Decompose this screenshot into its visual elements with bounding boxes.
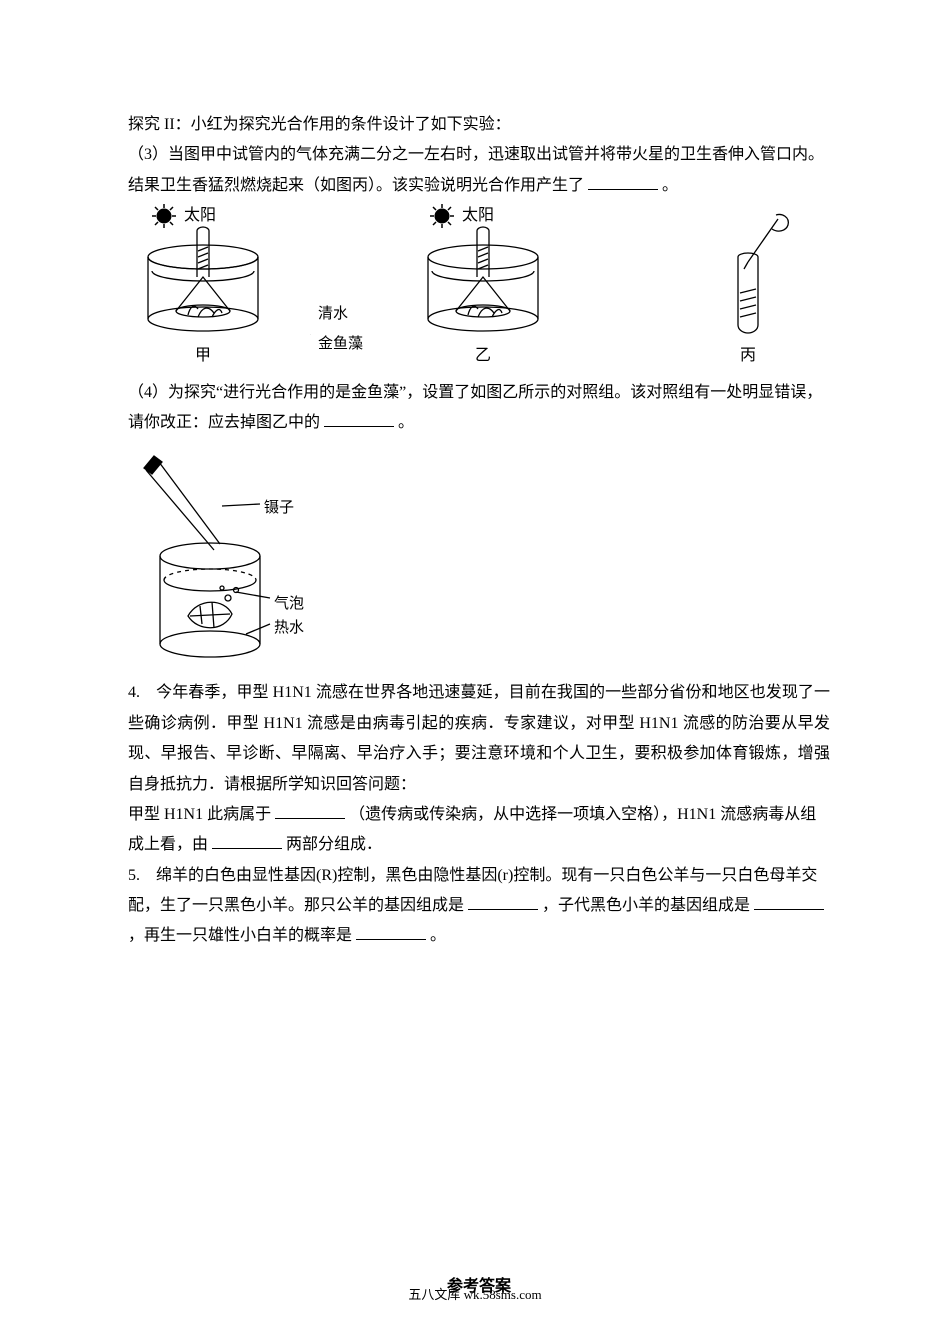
experiment-bing: 丙 <box>698 207 798 371</box>
sun-jia-label: 太阳 <box>184 201 216 231</box>
q5-blank1 <box>468 892 538 910</box>
q4-blank2 <box>212 832 282 850</box>
side-label-block: 清水 金鱼藻 <box>318 242 368 372</box>
q4sub-a: （4）为探究“进行光合作用的是金鱼藻”，设置了如图乙所示的对照组。该对照组有一处… <box>128 384 822 431</box>
q5-blank3 <box>356 923 426 941</box>
label-tweezers: 镊子 <box>264 494 294 523</box>
q4sub-blank <box>324 409 394 427</box>
page: 探究 II：小红为探究光合作用的条件设计了如下实验： （3）当图甲中试管内的气体… <box>0 0 950 1344</box>
q4-b1: 甲型 H1N1 此病属于 <box>128 806 271 823</box>
sun-icon <box>152 204 180 228</box>
q3-text-b: 。 <box>662 177 678 194</box>
pointer-lines-icon <box>310 242 360 372</box>
q5-b: ，子代黑色小羊的基因组成是 <box>542 897 750 914</box>
caption-yi: 乙 <box>475 341 491 371</box>
sun-icon <box>430 204 458 228</box>
sun-jia: 太阳 <box>152 201 216 231</box>
question-5: 5. 绵羊的白色由显性基因(R)控制，黑色由隐性基因(r)控制。现有一只白色公羊… <box>128 861 830 952</box>
q3-text-a: （3）当图甲中试管内的气体充满二分之一左右时，迅速取出试管并将带火星的卫生香伸入… <box>128 146 824 193</box>
test-tube-bing-icon <box>698 207 798 337</box>
caption-jia: 甲 <box>195 341 211 371</box>
caption-bing: 丙 <box>740 341 756 371</box>
q5-blank2 <box>754 892 824 910</box>
sun-yi: 太阳 <box>430 201 494 231</box>
experiment-yi: 太阳 <box>408 207 558 371</box>
label-hotwater: 热水 <box>274 614 304 643</box>
paragraph-intro2: 探究 II：小红为探究光合作用的条件设计了如下实验： <box>128 110 830 140</box>
q4-b3: 两部分组成． <box>286 836 382 853</box>
diagram-tweezers-beaker: 镊子 气泡 热水 <box>128 448 348 668</box>
page-footer: 五八文库 wk.58sms.com <box>0 1283 950 1308</box>
q5-c: ，再生一只雄性小白羊的概率是 <box>128 927 352 944</box>
q3-blank <box>588 172 658 190</box>
tweezers-beaker-icon <box>128 448 348 668</box>
question-3: （3）当图甲中试管内的气体充满二分之一左右时，迅速取出试管并将带火星的卫生香伸入… <box>128 140 830 201</box>
question-4: 4. 今年春季，甲型 H1N1 流感在世界各地迅速蔓延，目前在我国的一些部分省份… <box>128 678 830 800</box>
q4sub-b: 。 <box>398 414 414 431</box>
q4-blank1 <box>275 801 345 819</box>
question-4sub: （4）为探究“进行光合作用的是金鱼藻”，设置了如图乙所示的对照组。该对照组有一处… <box>128 378 830 439</box>
q5-d: 。 <box>430 927 446 944</box>
question-4-blanks: 甲型 H1N1 此病属于 （遗传病或传染病，从中选择一项填入空格），H1N1 流… <box>128 800 830 861</box>
experiment-row: 太阳 <box>128 207 830 371</box>
sun-yi-label: 太阳 <box>462 201 494 231</box>
experiment-jia: 太阳 <box>128 207 278 371</box>
